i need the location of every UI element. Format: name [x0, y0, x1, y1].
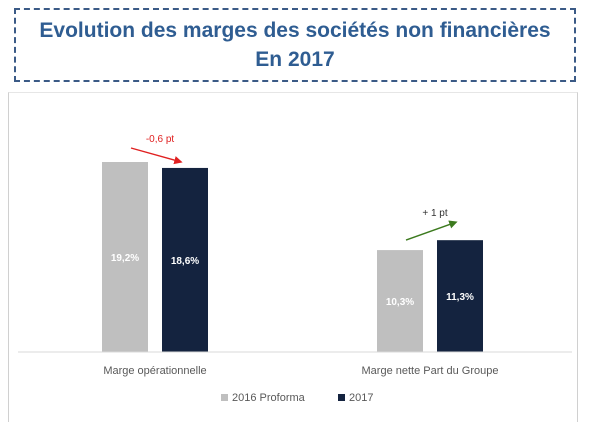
- bar-value-label: 19,2%: [111, 253, 139, 264]
- bar-2016-0: [102, 162, 148, 352]
- chart-title: Evolution des marges des sociétés non fi…: [39, 19, 551, 42]
- category-label: Marge opérationnelle: [103, 365, 206, 377]
- chart-frame: [8, 92, 578, 422]
- bar-2017-1: [437, 240, 483, 352]
- delta-label: + 1 pt: [422, 208, 448, 219]
- bar-value-label: 18,6%: [171, 256, 199, 267]
- legend-swatch: [221, 394, 228, 401]
- bar-2016-1: [377, 250, 423, 352]
- bar-2017-0: [162, 167, 208, 352]
- chart-subtitle: En 2017: [255, 48, 335, 71]
- bar-value-label: 10,3%: [386, 297, 414, 308]
- legend-swatch: [338, 394, 345, 401]
- category-label: Marge nette Part du Groupe: [362, 365, 499, 377]
- chart-title-box: Evolution des marges des sociétés non fi…: [14, 8, 576, 82]
- legend-label: 2017: [349, 392, 373, 404]
- delta-arrow: [405, 220, 458, 241]
- delta-arrow: [130, 147, 183, 165]
- bar-value-label: 11,3%: [446, 292, 474, 303]
- legend-label: 2016 Proforma: [232, 392, 306, 404]
- delta-label: -0,6 pt: [146, 134, 175, 145]
